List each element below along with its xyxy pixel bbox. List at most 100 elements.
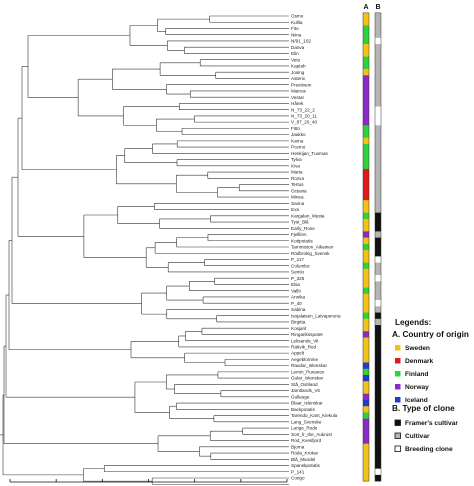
country-cell [363, 318, 369, 326]
country-cell [363, 150, 369, 157]
clone-cell [375, 306, 381, 313]
leaf-label: Niina [291, 32, 302, 37]
clone-cell [375, 287, 381, 295]
legend: Legends: A. Country of origin Sweden Denm… [392, 318, 469, 453]
leaf-label: Elsa [291, 282, 300, 287]
leaf-label: Henkijan_Tuomas [291, 151, 329, 156]
legend-swatch [395, 358, 401, 364]
clone-cell [375, 12, 381, 20]
clone-cell [375, 231, 381, 238]
country-cell [363, 412, 369, 419]
legend-swatch [394, 419, 401, 426]
leaf-label: Columbo [291, 263, 310, 268]
country-cell [363, 231, 369, 238]
country-cell [363, 343, 369, 351]
country-cell [363, 424, 369, 432]
leaf-label: Jämtlands_Vit [291, 388, 320, 393]
legend-swatch [394, 445, 401, 452]
leaf-label: Tarendo_Kant_Kiekula [291, 413, 338, 418]
country-cell [363, 212, 369, 220]
clone-cell [375, 356, 381, 363]
country-cell [363, 306, 369, 313]
legend-item-label: Framer's cultivar [405, 420, 458, 427]
leaf-label: Kaptah [291, 64, 306, 69]
leaf-label: Gullauge [291, 394, 310, 399]
country-cell [363, 75, 369, 82]
leaf-label: Osmo [291, 14, 304, 19]
leaf-label: Danva [291, 45, 305, 50]
clone-cell [375, 193, 381, 201]
legend-swatch [395, 371, 401, 377]
country-color-column [362, 12, 370, 482]
country-cell [363, 262, 369, 270]
clone-cell [375, 318, 381, 326]
leaf-label: Kosjarit [291, 326, 307, 331]
clone-cell [375, 87, 381, 95]
leaf-label: Fitto [291, 126, 300, 131]
country-cell [363, 87, 369, 95]
country-cell [363, 137, 369, 145]
leaf-label: Maria [291, 170, 303, 175]
clone-cell [375, 281, 381, 288]
clone-cell [375, 187, 381, 195]
country-cell [363, 287, 369, 295]
legend-section-b-title: B. Type of clone [392, 404, 455, 413]
clone-cell [375, 468, 381, 476]
clone-cell [375, 125, 381, 132]
leaf-label: Birgitta [291, 320, 306, 325]
country-cell [363, 250, 369, 257]
clone-cell [375, 250, 381, 257]
leaf-label: Vestar [291, 95, 304, 100]
leaf-label: Tyst_Blå [291, 219, 309, 225]
leaf-label: Karna [291, 138, 304, 143]
country-cell [363, 225, 369, 232]
country-cell [363, 37, 369, 45]
country-cell [363, 162, 369, 170]
clone-cell [375, 44, 381, 51]
leaf-label: Lemin_Punanen [291, 369, 325, 374]
country-cell [363, 168, 369, 176]
leaf-label: V_87_20_40 [291, 120, 318, 125]
clone-cell [375, 31, 381, 39]
clone-cell [375, 168, 381, 176]
clone-cell [375, 275, 381, 282]
country-cell [363, 462, 369, 469]
clone-cell [375, 331, 381, 338]
country-cell [363, 243, 369, 251]
country-cell [363, 268, 369, 276]
clone-cell [375, 225, 381, 232]
clone-cell [375, 268, 381, 276]
country-cell [363, 387, 369, 395]
clone-cell [375, 293, 381, 301]
clone-cell [375, 387, 381, 395]
leaf-label: N_73_20_11 [291, 113, 317, 118]
leaf-label: Eva [291, 207, 299, 212]
clone-cell [375, 237, 381, 245]
country-cell [363, 406, 369, 413]
clone-cell [375, 94, 381, 101]
legend-item-label: Norway [405, 384, 429, 391]
country-cell [363, 325, 369, 332]
country-cell [363, 25, 369, 32]
legend-item-label: Denmark [405, 358, 434, 365]
clone-cell [375, 62, 381, 70]
leaf-label: Josing [291, 70, 305, 75]
leaf-label: N/91_102 [291, 39, 311, 44]
country-cell [363, 206, 369, 213]
leaf-label: Lange_Rode [291, 426, 318, 431]
country-cell [363, 474, 369, 482]
country-cell [363, 62, 369, 70]
clone-cell [375, 175, 381, 182]
clone-type-column [374, 12, 382, 482]
clone-cell [375, 449, 381, 457]
leaf-label: Hårek [291, 100, 304, 106]
clone-cell [375, 81, 381, 89]
country-cell [363, 218, 369, 226]
country-cell [363, 368, 369, 376]
clone-cell [375, 50, 381, 57]
country-cell [363, 443, 369, 451]
clone-cell [375, 462, 381, 469]
leaf-label: Tammiston_Aikainen [291, 245, 334, 250]
clone-cell [375, 312, 381, 320]
clone-cell [375, 325, 381, 332]
